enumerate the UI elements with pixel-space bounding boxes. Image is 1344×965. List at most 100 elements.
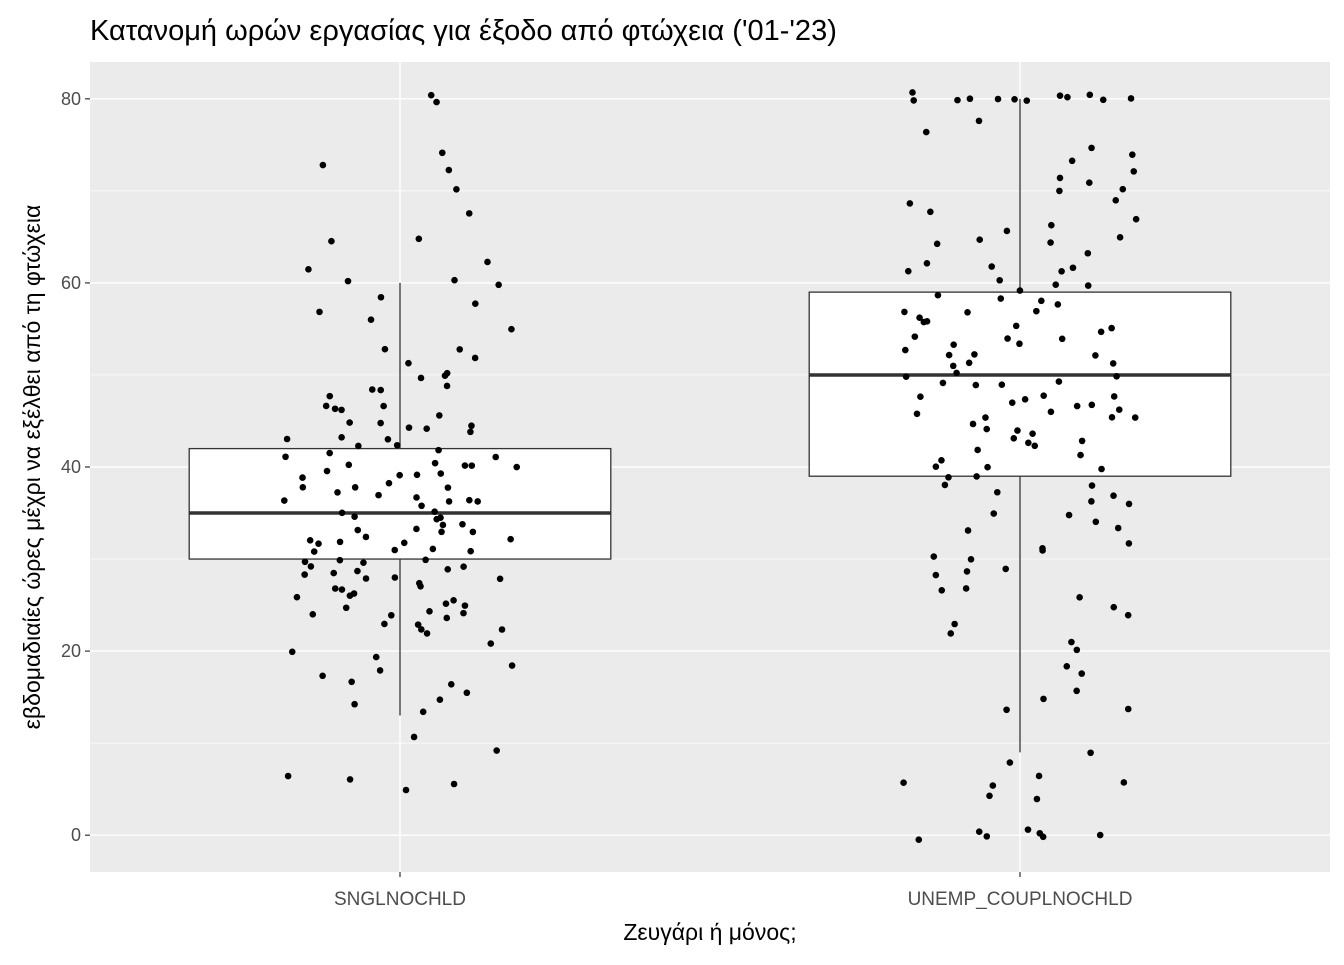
data-point [1112, 197, 1120, 204]
data-point [338, 434, 345, 441]
data-point [323, 467, 331, 475]
data-point [362, 533, 370, 541]
data-point [508, 325, 515, 333]
data-point [1098, 465, 1105, 473]
data-point [913, 410, 921, 418]
data-point [301, 558, 309, 566]
data-point [900, 779, 907, 787]
data-point [438, 149, 446, 157]
data-point [330, 569, 338, 577]
y-axis-title: εβδομαδιαίες ώρες μέχρι να εξέλθει από τ… [19, 205, 45, 730]
data-point [998, 381, 1006, 388]
data-point [423, 630, 431, 637]
data-point [342, 604, 350, 612]
data-point [1078, 437, 1086, 445]
data-point [1127, 95, 1135, 102]
data-point [976, 236, 984, 243]
y-axis-ticks: 0 20 40 60 80 [61, 89, 90, 845]
y-tick-label: 80 [61, 89, 81, 109]
data-point [945, 474, 952, 481]
data-point [1002, 565, 1010, 573]
data-point [1125, 540, 1133, 547]
data-point [377, 386, 385, 394]
data-point [982, 414, 989, 421]
data-point [513, 463, 521, 471]
data-point [1038, 297, 1045, 305]
data-point [1073, 402, 1081, 410]
data-point [1047, 408, 1055, 416]
data-point [902, 373, 910, 380]
data-point [461, 602, 469, 609]
data-point [474, 498, 481, 505]
data-point [1078, 670, 1086, 677]
box-iqr [188, 447, 612, 560]
data-point [1012, 322, 1020, 330]
data-point [381, 345, 389, 353]
chart-title: Κατανομή ωρών εργασίας για έξοδο από φτώ… [90, 15, 837, 47]
data-point [1003, 227, 1011, 235]
data-point [1125, 500, 1133, 508]
data-point [415, 235, 423, 243]
data-point [1130, 168, 1138, 175]
data-point [949, 362, 957, 370]
data-point [410, 733, 418, 741]
data-point [1077, 451, 1084, 459]
data-point [1004, 335, 1011, 342]
data-point [453, 185, 460, 193]
data-point [986, 792, 993, 800]
data-point [346, 592, 354, 599]
data-point [281, 497, 288, 504]
data-point [1029, 430, 1036, 437]
data-point [508, 662, 516, 669]
data-point [1056, 174, 1064, 182]
data-point [1069, 264, 1077, 272]
data-point [1073, 687, 1080, 695]
data-point [974, 446, 981, 454]
data-point [319, 161, 327, 169]
data-point [1033, 307, 1040, 315]
data-point [413, 471, 421, 479]
data-point [923, 259, 931, 267]
data-point [301, 571, 308, 578]
data-point [400, 539, 408, 547]
box-iqr [808, 291, 1232, 477]
data-point [933, 240, 941, 248]
data-point [468, 422, 475, 430]
data-point [419, 708, 427, 716]
data-point [1087, 749, 1094, 757]
data-point [326, 449, 333, 457]
data-point [435, 446, 442, 454]
data-point [1096, 831, 1104, 839]
data-point [461, 462, 469, 469]
data-point [393, 441, 401, 449]
data-point [984, 463, 991, 471]
data-point [367, 316, 375, 323]
data-point [930, 553, 938, 560]
data-point [911, 333, 919, 340]
data-point [460, 563, 467, 571]
data-point [989, 782, 997, 789]
data-point [975, 828, 983, 835]
data-point [904, 267, 912, 275]
data-point [443, 382, 451, 390]
data-point [939, 379, 947, 387]
data-point [1084, 249, 1092, 257]
y-tick-label: 60 [61, 273, 81, 293]
data-point [336, 556, 344, 564]
data-point [487, 640, 495, 647]
data-point [973, 473, 980, 480]
data-point [1010, 435, 1018, 442]
data-point [351, 700, 358, 708]
data-point [414, 621, 422, 628]
data-point [983, 833, 991, 840]
data-point [450, 780, 458, 788]
data-point [941, 481, 949, 489]
data-point [351, 513, 358, 520]
data-point [391, 574, 399, 581]
data-point [380, 402, 387, 410]
data-point [372, 653, 380, 661]
data-point [1108, 414, 1116, 421]
data-point [1055, 378, 1063, 385]
data-point [975, 117, 983, 125]
data-point [431, 459, 439, 467]
